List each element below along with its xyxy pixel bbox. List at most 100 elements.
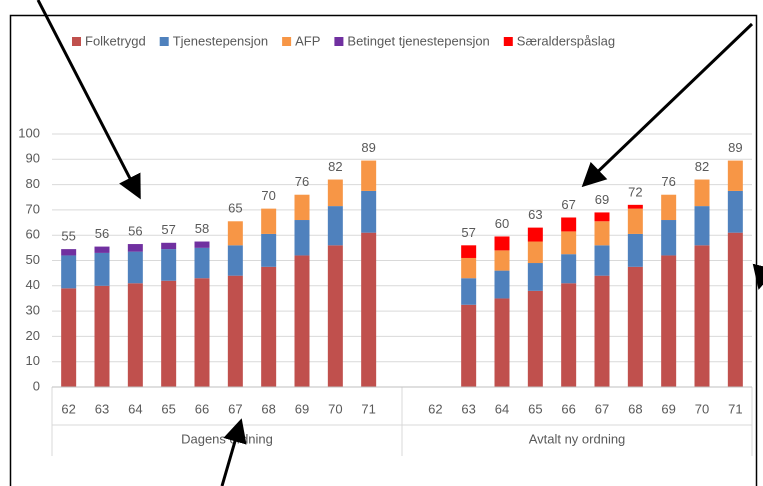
x-tick-label: 65 <box>161 401 175 416</box>
total-label: 89 <box>361 140 375 155</box>
y-tick-label: 100 <box>18 125 40 140</box>
legend-label: Folketrygd <box>85 33 146 48</box>
bar-segment <box>194 241 210 248</box>
total-label: 56 <box>128 223 142 238</box>
bar-segment <box>161 280 177 387</box>
bar-segment <box>94 285 110 387</box>
legend-label: Betinget tjenestepensjon <box>347 33 489 48</box>
bar-segment <box>361 160 377 191</box>
bar-segment <box>527 263 543 291</box>
legend-label: Tjenestepensjon <box>173 33 268 48</box>
x-tick-label: 71 <box>361 401 375 416</box>
x-tick-label: 62 <box>61 401 75 416</box>
bar-segment <box>327 245 343 387</box>
bar-segment <box>661 194 677 221</box>
total-label: 82 <box>328 159 342 174</box>
bar-segment <box>294 220 310 256</box>
y-tick-label: 70 <box>26 201 40 216</box>
bar-segment <box>227 221 243 246</box>
y-tick-label: 20 <box>26 328 40 343</box>
bar-segment <box>661 220 677 256</box>
legend-label: AFP <box>295 33 320 48</box>
arrow <box>220 418 247 486</box>
bar-segment <box>61 288 77 387</box>
bar-segment <box>194 247 210 279</box>
bar-segment <box>561 283 577 387</box>
group-label: Dagens ordning <box>181 431 273 446</box>
bar-segment <box>561 217 577 232</box>
total-label: 67 <box>561 197 575 212</box>
bar-segment <box>494 236 510 251</box>
x-tick-label: 66 <box>561 401 575 416</box>
x-tick-label: 68 <box>628 401 642 416</box>
x-tick-label: 62 <box>428 401 442 416</box>
bar-segment <box>594 221 610 246</box>
bar-segment <box>127 244 143 252</box>
y-tick-label: 90 <box>26 151 40 166</box>
bar-segment <box>361 232 377 387</box>
bar-segment <box>727 232 743 387</box>
legend-swatch <box>282 37 292 46</box>
total-label: 57 <box>461 225 475 240</box>
bar-segment <box>527 227 543 242</box>
bar-segment <box>494 298 510 387</box>
total-label: 70 <box>261 188 275 203</box>
bar-segment <box>561 254 577 284</box>
total-label: 72 <box>628 184 642 199</box>
total-label: 89 <box>728 140 742 155</box>
bar-segment <box>127 251 143 284</box>
x-tick-label: 65 <box>528 401 542 416</box>
total-label: 69 <box>595 192 609 207</box>
bar-segment <box>494 270 510 299</box>
x-tick-label: 70 <box>328 401 342 416</box>
bar-segment <box>594 245 610 276</box>
total-label: 60 <box>495 216 509 231</box>
bar-segment <box>727 190 743 233</box>
y-tick-label: 0 <box>33 378 40 393</box>
bar-segment <box>594 275 610 387</box>
total-label: 63 <box>528 207 542 222</box>
group-label: Avtalt ny ordning <box>529 431 626 446</box>
arrow <box>36 0 141 200</box>
x-tick-label: 67 <box>228 401 242 416</box>
bar-segment <box>194 278 210 387</box>
arrow <box>581 22 754 188</box>
y-tick-label: 30 <box>26 303 40 318</box>
bar-segment <box>161 249 177 281</box>
legend-swatch <box>503 37 513 46</box>
bar-segment <box>461 278 477 305</box>
chart-border <box>9 14 758 486</box>
legend-label: Særalderspåslag <box>517 33 615 48</box>
bar-segment <box>627 233 643 267</box>
bar-segment <box>694 245 710 387</box>
bar-segment <box>694 179 710 207</box>
annotation-arrows <box>36 0 763 486</box>
bar-segment <box>727 160 743 191</box>
bar-segment <box>361 190 377 233</box>
y-tick-label: 60 <box>26 227 40 242</box>
x-tick-label: 66 <box>195 401 209 416</box>
bar-segment <box>694 206 710 246</box>
total-label: 76 <box>661 174 675 189</box>
bar-segment <box>527 290 543 387</box>
bar-segment <box>61 255 77 289</box>
bar-segment <box>594 212 610 222</box>
total-label: 82 <box>695 159 709 174</box>
y-tick-label: 80 <box>26 176 40 191</box>
x-tick-label: 64 <box>495 401 509 416</box>
bar-segment <box>561 231 577 255</box>
x-tick-label: 63 <box>461 401 475 416</box>
total-label: 76 <box>295 174 309 189</box>
bar-segment <box>627 204 643 209</box>
bar-segment <box>461 257 477 279</box>
x-tick-label: 67 <box>595 401 609 416</box>
x-tick-label: 70 <box>695 401 709 416</box>
bar-segment <box>227 245 243 276</box>
bar-segment <box>261 233 277 267</box>
bar-segment <box>527 241 543 264</box>
total-label: 65 <box>228 201 242 216</box>
bar-segment <box>294 255 310 387</box>
bar-segment <box>294 194 310 221</box>
bar-segment <box>61 249 77 256</box>
bar-segment <box>661 255 677 387</box>
